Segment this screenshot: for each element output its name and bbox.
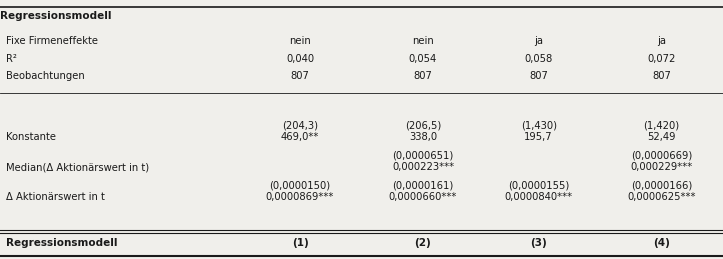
- Text: 52,49: 52,49: [647, 132, 676, 142]
- Text: ja: ja: [534, 36, 543, 46]
- Text: (3): (3): [530, 238, 547, 248]
- Text: R²: R²: [6, 54, 17, 64]
- Text: 0,054: 0,054: [408, 54, 437, 64]
- Text: (0,0000669): (0,0000669): [631, 150, 692, 160]
- Text: (0,0000155): (0,0000155): [508, 180, 569, 190]
- Text: 338,0: 338,0: [409, 132, 437, 142]
- Text: 0,000229***: 0,000229***: [630, 162, 693, 172]
- Text: (0,0000161): (0,0000161): [393, 180, 453, 190]
- Text: (1): (1): [291, 238, 309, 248]
- Text: 0,040: 0,040: [286, 54, 314, 64]
- Text: (0,0000150): (0,0000150): [270, 180, 330, 190]
- Text: ja: ja: [657, 36, 666, 46]
- Text: 0,000223***: 0,000223***: [392, 162, 454, 172]
- Text: (4): (4): [653, 238, 670, 248]
- Text: nein: nein: [412, 36, 434, 46]
- Text: 807: 807: [529, 71, 548, 81]
- Text: Regressionsmodell: Regressionsmodell: [6, 238, 117, 248]
- Text: nein: nein: [289, 36, 311, 46]
- Text: (206,5): (206,5): [405, 120, 441, 130]
- Text: (2): (2): [414, 238, 432, 248]
- Text: (0,0000651): (0,0000651): [393, 150, 453, 160]
- Text: (204,3): (204,3): [282, 120, 318, 130]
- Text: 0,0000625***: 0,0000625***: [628, 192, 696, 202]
- Text: (0,0000166): (0,0000166): [631, 180, 692, 190]
- Text: (1,430): (1,430): [521, 120, 557, 130]
- Text: 807: 807: [291, 71, 309, 81]
- Text: Fixe Firmeneffekte: Fixe Firmeneffekte: [6, 36, 98, 46]
- Text: 0,0000660***: 0,0000660***: [389, 192, 457, 202]
- Text: 807: 807: [414, 71, 432, 81]
- Text: 807: 807: [652, 71, 671, 81]
- Text: Δ Aktionärswert in t: Δ Aktionärswert in t: [6, 192, 105, 202]
- Text: Beobachtungen: Beobachtungen: [6, 71, 85, 81]
- Text: Regressionsmodell: Regressionsmodell: [0, 11, 111, 21]
- Text: 469,0**: 469,0**: [281, 132, 320, 142]
- Text: (1,420): (1,420): [643, 120, 680, 130]
- Text: 0,058: 0,058: [524, 54, 553, 64]
- Text: 195,7: 195,7: [524, 132, 553, 142]
- Text: 0,072: 0,072: [647, 54, 676, 64]
- Text: 0,0000869***: 0,0000869***: [266, 192, 334, 202]
- Text: Konstante: Konstante: [6, 132, 56, 142]
- Text: 0,0000840***: 0,0000840***: [505, 192, 573, 202]
- Text: Median(Δ Aktionärswert in t): Median(Δ Aktionärswert in t): [6, 162, 149, 172]
